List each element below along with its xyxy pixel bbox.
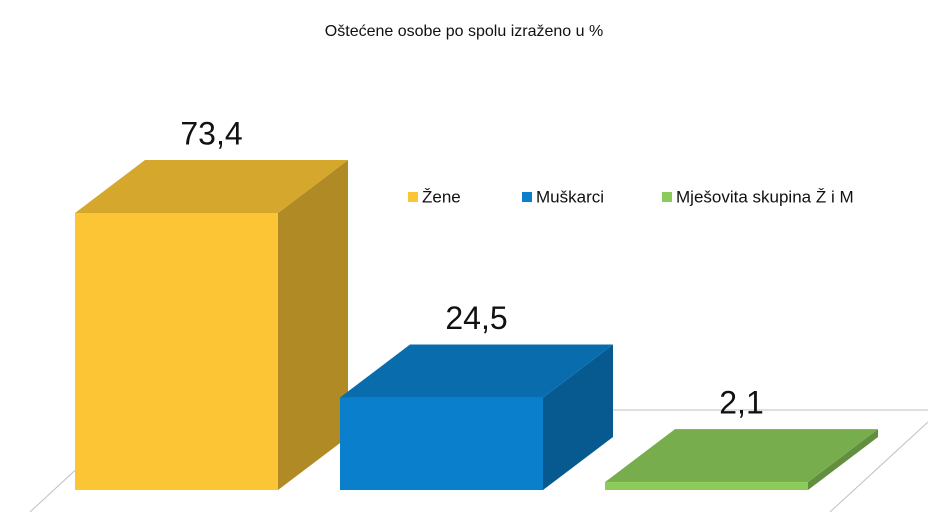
data-label: 24,5 <box>445 300 507 336</box>
bar <box>605 482 808 490</box>
bar <box>75 213 278 490</box>
data-label: 2,1 <box>719 385 763 421</box>
bar-top <box>340 344 613 398</box>
chart-title: Oštećene osobe po spolu izraženo u % <box>325 23 603 40</box>
data-label: 73,4 <box>180 115 242 151</box>
bar <box>340 397 543 490</box>
floor-edge <box>829 421 928 512</box>
legend-swatch <box>662 192 672 202</box>
legend-swatch <box>408 192 418 202</box>
legend-label: Muškarci <box>536 187 604 206</box>
bar-side <box>278 160 348 490</box>
bar-top <box>75 160 348 213</box>
legend-label: Mješovita skupina Ž i M <box>676 187 854 206</box>
legend-label: Žene <box>422 187 461 206</box>
bar-side <box>543 344 613 490</box>
bar-side <box>808 429 878 490</box>
legend-swatch <box>522 192 532 202</box>
bar-top <box>605 429 878 483</box>
